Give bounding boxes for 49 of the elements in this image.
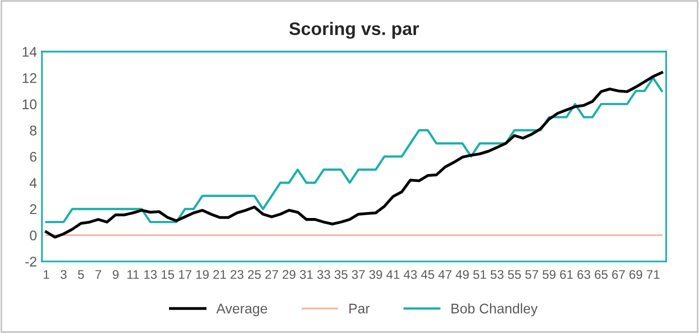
x-tick-label: 57 (525, 270, 538, 279)
legend-label: Average (216, 304, 268, 316)
x-tick-label: 63 (577, 270, 590, 279)
y-tick-label: 4 (30, 178, 37, 188)
x-tick-label: 17 (178, 270, 192, 279)
x-tick-label: 53 (490, 270, 504, 279)
x-tick-label: 21 (213, 270, 226, 279)
x-tick-label: 41 (386, 270, 400, 279)
legend-label: Par (349, 304, 370, 314)
x-tick-label: 39 (369, 270, 382, 279)
x-tick-label: 25 (248, 270, 261, 279)
x-tick-label: 13 (144, 270, 157, 279)
x-tick-label: 51 (473, 270, 486, 279)
y-tick-label: 10 (22, 99, 37, 110)
x-tick-label: 5 (78, 270, 84, 279)
x-tick-label: 29 (282, 270, 296, 279)
y-tick-label: -2 (25, 256, 36, 266)
y-tick-label: 12 (22, 73, 36, 83)
x-tick-label: 67 (612, 270, 625, 279)
x-tick-label: 45 (421, 270, 434, 279)
x-tick-label: 15 (162, 270, 174, 279)
y-tick-label: 14 (22, 47, 37, 57)
x-tick-label: 35 (334, 270, 348, 279)
x-tick-label: 23 (230, 270, 244, 279)
chart-title: Scoring vs. par (289, 22, 419, 39)
x-tick-label: 61 (560, 270, 573, 279)
x-tick-label: 47 (438, 270, 452, 279)
x-tick-label: 65 (594, 270, 608, 279)
x-tick-label: 49 (456, 270, 469, 279)
x-tick-label: 71 (646, 270, 660, 279)
legend-label: Bob Chandley (452, 303, 538, 316)
y-tick-label: 6 (30, 152, 36, 162)
x-tick-label: 1 (44, 270, 50, 279)
x-tick-label: 27 (265, 270, 278, 279)
x-tick-label: 33 (317, 270, 330, 279)
x-tick-label: 69 (629, 270, 642, 279)
x-tick-label: 31 (300, 270, 313, 279)
x-tick-label: 59 (542, 270, 556, 279)
y-tick-label: 0 (30, 230, 37, 240)
x-tick-label: 9 (112, 270, 119, 279)
x-tick-label: 55 (508, 270, 521, 279)
y-tick-label: 8 (30, 126, 36, 136)
x-tick-label: 43 (404, 270, 417, 279)
x-tick-label: 11 (127, 270, 139, 279)
x-tick-label: 19 (196, 270, 209, 279)
x-tick-label: 7 (95, 270, 102, 279)
x-tick-label: 37 (352, 270, 365, 279)
x-tick-label: 3 (60, 270, 67, 279)
y-tick-label: 2 (30, 204, 36, 214)
